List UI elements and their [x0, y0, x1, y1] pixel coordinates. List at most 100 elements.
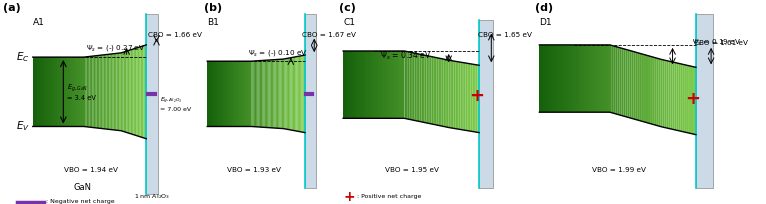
Polygon shape — [656, 58, 659, 126]
Polygon shape — [364, 51, 365, 118]
Polygon shape — [85, 57, 87, 127]
Polygon shape — [57, 57, 58, 126]
Polygon shape — [244, 61, 245, 126]
Text: VBO = 1.94 eV: VBO = 1.94 eV — [64, 167, 118, 173]
Polygon shape — [143, 45, 145, 138]
Polygon shape — [345, 51, 346, 118]
Polygon shape — [469, 64, 470, 131]
Polygon shape — [438, 58, 440, 126]
Polygon shape — [442, 59, 444, 126]
Polygon shape — [298, 56, 299, 131]
Polygon shape — [353, 51, 355, 118]
Polygon shape — [250, 61, 251, 126]
Polygon shape — [565, 45, 567, 112]
Polygon shape — [126, 51, 128, 133]
Polygon shape — [212, 61, 214, 126]
Polygon shape — [462, 62, 464, 130]
Polygon shape — [245, 61, 247, 126]
Polygon shape — [106, 54, 108, 129]
Polygon shape — [584, 45, 586, 112]
Polygon shape — [647, 55, 649, 123]
Polygon shape — [578, 45, 581, 112]
Polygon shape — [135, 48, 136, 135]
Polygon shape — [295, 57, 296, 131]
Polygon shape — [549, 45, 551, 112]
Polygon shape — [218, 61, 220, 126]
Polygon shape — [420, 54, 421, 122]
Polygon shape — [598, 45, 600, 112]
Polygon shape — [563, 45, 565, 112]
Polygon shape — [217, 61, 218, 126]
Polygon shape — [460, 62, 462, 130]
Polygon shape — [101, 55, 103, 129]
Polygon shape — [592, 45, 594, 112]
Polygon shape — [626, 49, 627, 117]
Polygon shape — [93, 56, 95, 128]
Polygon shape — [346, 51, 349, 118]
Polygon shape — [116, 53, 118, 130]
Polygon shape — [61, 57, 63, 126]
Polygon shape — [67, 57, 68, 126]
Text: $E_C$: $E_C$ — [16, 50, 29, 64]
Polygon shape — [631, 51, 633, 119]
Polygon shape — [40, 57, 41, 126]
Polygon shape — [88, 57, 90, 127]
Polygon shape — [64, 57, 65, 126]
Polygon shape — [261, 60, 262, 127]
Polygon shape — [220, 61, 221, 126]
Polygon shape — [455, 61, 457, 129]
Polygon shape — [670, 62, 673, 129]
Polygon shape — [374, 51, 375, 118]
Polygon shape — [406, 51, 408, 119]
Polygon shape — [257, 61, 259, 127]
Polygon shape — [382, 51, 384, 118]
Polygon shape — [408, 52, 410, 119]
Polygon shape — [83, 57, 85, 127]
Polygon shape — [270, 60, 271, 128]
Polygon shape — [235, 61, 237, 126]
Polygon shape — [372, 51, 374, 118]
Polygon shape — [594, 45, 596, 112]
Polygon shape — [210, 61, 211, 126]
Polygon shape — [676, 63, 679, 131]
Polygon shape — [679, 63, 680, 131]
Polygon shape — [428, 56, 430, 124]
Polygon shape — [692, 67, 694, 134]
Polygon shape — [123, 52, 125, 132]
Polygon shape — [637, 53, 639, 121]
Polygon shape — [620, 48, 621, 115]
Polygon shape — [231, 61, 233, 126]
Polygon shape — [350, 51, 352, 118]
Polygon shape — [255, 61, 256, 127]
Polygon shape — [577, 45, 578, 112]
Polygon shape — [70, 57, 71, 126]
Polygon shape — [643, 54, 645, 122]
Polygon shape — [394, 51, 396, 118]
Polygon shape — [357, 51, 358, 118]
Polygon shape — [673, 62, 674, 130]
Polygon shape — [125, 51, 126, 132]
Polygon shape — [229, 61, 231, 126]
Text: D1: D1 — [539, 18, 552, 27]
Polygon shape — [129, 50, 131, 134]
Text: VBO = 1.93 eV: VBO = 1.93 eV — [228, 167, 281, 173]
Polygon shape — [73, 57, 74, 126]
Polygon shape — [90, 56, 91, 127]
Polygon shape — [51, 57, 53, 126]
Polygon shape — [669, 61, 670, 129]
Polygon shape — [384, 51, 385, 118]
Text: +: + — [470, 87, 484, 105]
Polygon shape — [617, 47, 620, 115]
Polygon shape — [663, 60, 665, 128]
Polygon shape — [571, 45, 573, 112]
Polygon shape — [300, 56, 301, 132]
Polygon shape — [449, 60, 450, 128]
Polygon shape — [430, 56, 431, 124]
Bar — [305, 14, 316, 188]
Polygon shape — [543, 45, 545, 112]
Text: $\Psi_s$ = 0.34 eV: $\Psi_s$ = 0.34 eV — [380, 50, 431, 62]
Polygon shape — [641, 54, 643, 122]
Polygon shape — [97, 55, 98, 128]
Polygon shape — [368, 51, 370, 118]
Polygon shape — [645, 55, 647, 123]
